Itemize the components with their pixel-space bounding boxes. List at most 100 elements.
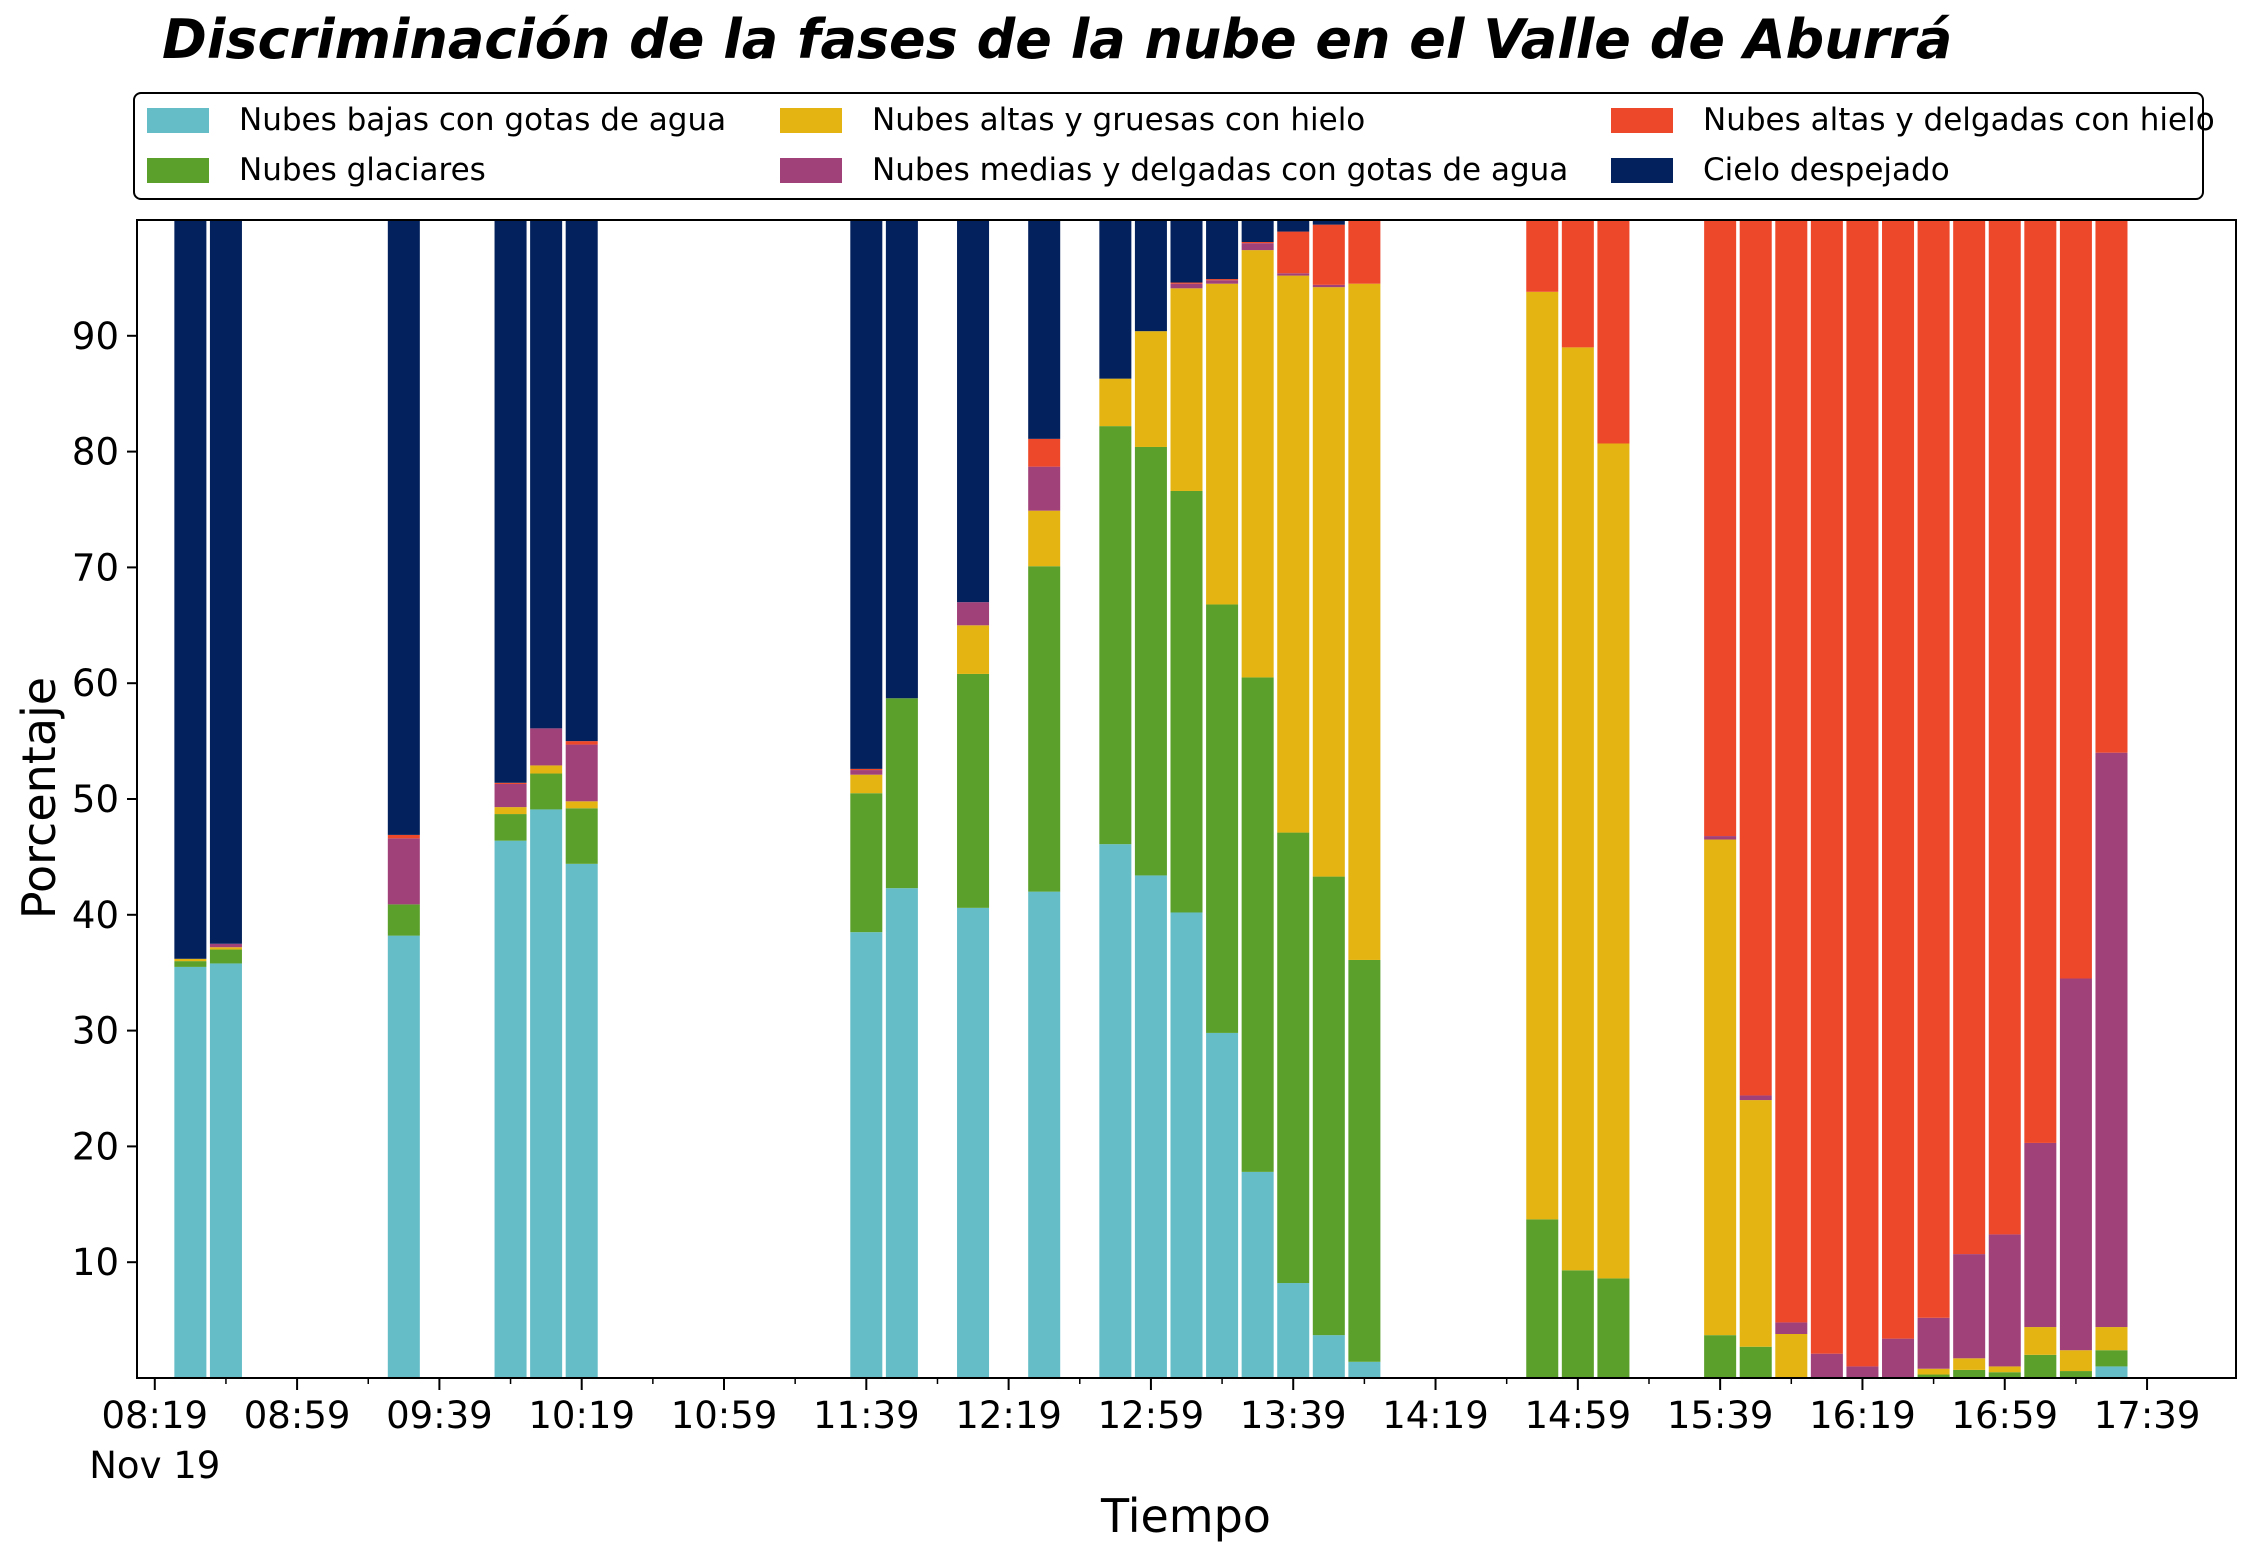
bar-segment-1549-nubes-glaciares	[1739, 1346, 1772, 1378]
x-axis-label: Tiempo	[1100, 1489, 1271, 1543]
x-tick-label: 16:59	[1951, 1394, 2058, 1437]
x-axis-ticks: 08:19 Nov 19 08:59 09:39 10:19 10:59 11:39 12:1…	[89, 1378, 2200, 1487]
bar-segment-1549-nubes-altas-y-gruesas-con-hielo	[1739, 1100, 1772, 1347]
legend-label: Nubes altas y delgadas con hielo	[1703, 102, 2215, 138]
bar-segment-1329-nubes-glaciares	[1241, 677, 1274, 1172]
bar-segment-1449-nubes-glaciares	[1526, 1219, 1559, 1378]
y-tick-label: 70	[72, 546, 119, 589]
x-tick-label: 11:39	[813, 1394, 920, 1437]
bar-segment-1309-nubes-glaciares	[1170, 490, 1203, 913]
bar-segment-1349-cielo-despejado	[1312, 220, 1345, 225]
x-tick-label: 16:19	[1809, 1394, 1916, 1437]
bar-segment-1009-nubes-medias-y-delgadas-con-gotas-de-agua	[530, 728, 563, 766]
bar-segment-1339-nubes-altas-y-gruesas-con-hielo	[1277, 275, 1310, 833]
bar-segment-1009-cielo-despejado	[530, 220, 563, 729]
bar-segment-1549-nubes-altas-y-delgadas-con-hielo	[1739, 220, 1772, 1096]
legend-label: Nubes bajas con gotas de agua	[239, 102, 727, 138]
bar-segment-1459-nubes-altas-y-gruesas-con-hielo	[1561, 347, 1594, 1271]
bar-segment-0839-nubes-bajas-con-gotas-de-agua	[209, 963, 242, 1378]
bar-segment-1639-nubes-altas-y-gruesas-con-hielo	[1917, 1368, 1950, 1375]
bar-segment-1019-nubes-medias-y-delgadas-con-gotas-de-agua	[565, 744, 598, 802]
legend-label: Nubes altas y gruesas con hielo	[872, 102, 1366, 138]
bar-segment-1319-nubes-medias-y-delgadas-con-gotas-de-agua	[1206, 280, 1239, 284]
bar-segment-1709-nubes-glaciares	[2024, 1354, 2057, 1378]
bar-segment-1229-nubes-glaciares	[1028, 566, 1061, 892]
bar-segment-1229-nubes-medias-y-delgadas-con-gotas-de-agua	[1028, 466, 1061, 511]
bar-segment-1349-nubes-medias-y-delgadas-con-gotas-de-agua	[1312, 284, 1345, 288]
bar-segment-1729-nubes-altas-y-gruesas-con-hielo	[2095, 1327, 2128, 1351]
bar-segment-1329-nubes-medias-y-delgadas-con-gotas-de-agua	[1241, 243, 1274, 251]
bar-segment-1359-nubes-altas-y-gruesas-con-hielo	[1348, 283, 1381, 960]
bar-segment-1539-nubes-glaciares	[1704, 1335, 1737, 1378]
legend-entry-nubes-altas-delgadas: Nubes altas y delgadas con hielo	[1611, 100, 2215, 140]
bar-segment-0929-nubes-medias-y-delgadas-con-gotas-de-agua	[387, 838, 420, 905]
bar-segment-1329-nubes-altas-y-gruesas-con-hielo	[1241, 250, 1274, 678]
bar-segment-1309-cielo-despejado	[1170, 220, 1203, 283]
legend: Nubes bajas con gotas de agua Nubes alta…	[133, 92, 2215, 200]
bar-segment-1229-nubes-bajas-con-gotas-de-agua	[1028, 891, 1061, 1378]
bar-segment-1019-nubes-glaciares	[565, 808, 598, 864]
y-tick-label: 50	[72, 778, 119, 821]
bar-segment-1329-nubes-altas-y-delgadas-con-hielo	[1241, 242, 1274, 244]
bar-segment-1609-nubes-altas-y-delgadas-con-hielo	[1810, 220, 1843, 1354]
bar-segment-1619-nubes-altas-y-delgadas-con-hielo	[1846, 220, 1879, 1367]
legend-label: Cielo despejado	[1703, 152, 1950, 188]
legend-swatch	[780, 107, 842, 133]
bar-segment-1259-nubes-glaciares	[1134, 446, 1167, 876]
x-tick-label: 12:59	[1098, 1394, 1205, 1437]
bar-segment-1209-nubes-altas-y-gruesas-con-hielo	[957, 625, 990, 674]
bar-segment-1559-nubes-medias-y-delgadas-con-gotas-de-agua	[1775, 1322, 1808, 1334]
legend-label: Nubes glaciares	[239, 152, 486, 188]
bar-segment-1729-nubes-medias-y-delgadas-con-gotas-de-agua	[2095, 752, 2128, 1328]
bar-segment-1149-nubes-glaciares	[885, 698, 918, 889]
bar-segment-1349-nubes-bajas-con-gotas-de-agua	[1312, 1335, 1345, 1378]
legend-swatch	[1611, 107, 1673, 133]
bar-segment-1139-nubes-altas-y-delgadas-con-hielo	[850, 768, 883, 771]
bar-segment-1309-nubes-bajas-con-gotas-de-agua	[1170, 912, 1203, 1378]
bar-segment-1459-nubes-altas-y-delgadas-con-hielo	[1561, 220, 1594, 348]
x-tick-label: 08:19	[101, 1394, 208, 1437]
bar-segment-1709-nubes-medias-y-delgadas-con-gotas-de-agua	[2024, 1142, 2057, 1328]
bar-segment-1009-nubes-bajas-con-gotas-de-agua	[530, 809, 563, 1378]
legend-entry-nubes-medias-delgadas: Nubes medias y delgadas con gotas de agu…	[780, 150, 1568, 190]
bar-segment-1349-nubes-glaciares	[1312, 876, 1345, 1336]
bar-segment-1339-nubes-medias-y-delgadas-con-gotas-de-agua	[1277, 273, 1310, 276]
bar-segment-0829-cielo-despejado	[174, 220, 207, 959]
bar-segment-1309-nubes-altas-y-delgadas-con-hielo	[1170, 282, 1203, 284]
y-tick-label: 90	[72, 315, 119, 358]
bar-segment-1649-nubes-glaciares	[1953, 1369, 1986, 1378]
x-tick-label: 08:59	[244, 1394, 351, 1437]
y-axis-ticks: 10 20 30 40 50 60 70 80 90	[72, 315, 137, 1284]
bar-segment-0829-nubes-altas-y-gruesas-con-hielo	[174, 958, 207, 962]
bar-segment-1139-cielo-despejado	[850, 220, 883, 769]
bar-segment-0959-nubes-bajas-con-gotas-de-agua	[494, 840, 527, 1378]
bar-segment-1509-nubes-altas-y-delgadas-con-hielo	[1597, 220, 1630, 444]
bar-segment-1659-nubes-medias-y-delgadas-con-gotas-de-agua	[1988, 1234, 2021, 1367]
bar-segment-0839-nubes-glaciares	[209, 949, 242, 964]
bar-segment-0829-nubes-glaciares	[174, 961, 207, 967]
x-tick-label: 09:39	[386, 1394, 493, 1437]
bar-segment-1319-nubes-altas-y-delgadas-con-hielo	[1206, 279, 1239, 281]
bar-segment-1559-nubes-altas-y-gruesas-con-hielo	[1775, 1334, 1808, 1378]
bar-segment-0929-cielo-despejado	[387, 220, 420, 835]
bar-segment-1209-nubes-glaciares	[957, 673, 990, 908]
bar-segment-1339-cielo-despejado	[1277, 220, 1310, 232]
x-tick-date-label: Nov 19	[89, 1444, 220, 1487]
x-tick-label: 12:19	[955, 1394, 1062, 1437]
bar-segment-0929-nubes-bajas-con-gotas-de-agua	[387, 935, 420, 1378]
bar-segment-1259-nubes-altas-y-gruesas-con-hielo	[1134, 331, 1167, 447]
bar-segment-1649-nubes-altas-y-gruesas-con-hielo	[1953, 1358, 1986, 1370]
legend-swatch	[147, 107, 209, 133]
bar-segment-0959-nubes-medias-y-delgadas-con-gotas-de-agua	[494, 783, 527, 808]
bar-segment-1139-nubes-medias-y-delgadas-con-gotas-de-agua	[850, 770, 883, 775]
bar-segment-1309-nubes-medias-y-delgadas-con-gotas-de-agua	[1170, 283, 1203, 289]
x-tick-label: 14:59	[1525, 1394, 1632, 1437]
legend-entry-cielo-despejado: Cielo despejado	[1611, 150, 1950, 190]
bar-segment-1259-cielo-despejado	[1134, 220, 1167, 332]
bar-segment-1019-nubes-altas-y-gruesas-con-hielo	[565, 801, 598, 809]
y-tick-label: 30	[72, 1010, 119, 1053]
x-tick-label: 13:39	[1240, 1394, 1347, 1437]
bar-segment-1329-cielo-despejado	[1241, 220, 1274, 242]
legend-entry-nubes-bajas: Nubes bajas con gotas de agua	[147, 100, 726, 140]
bar-segment-1629-nubes-medias-y-delgadas-con-gotas-de-agua	[1882, 1338, 1915, 1378]
